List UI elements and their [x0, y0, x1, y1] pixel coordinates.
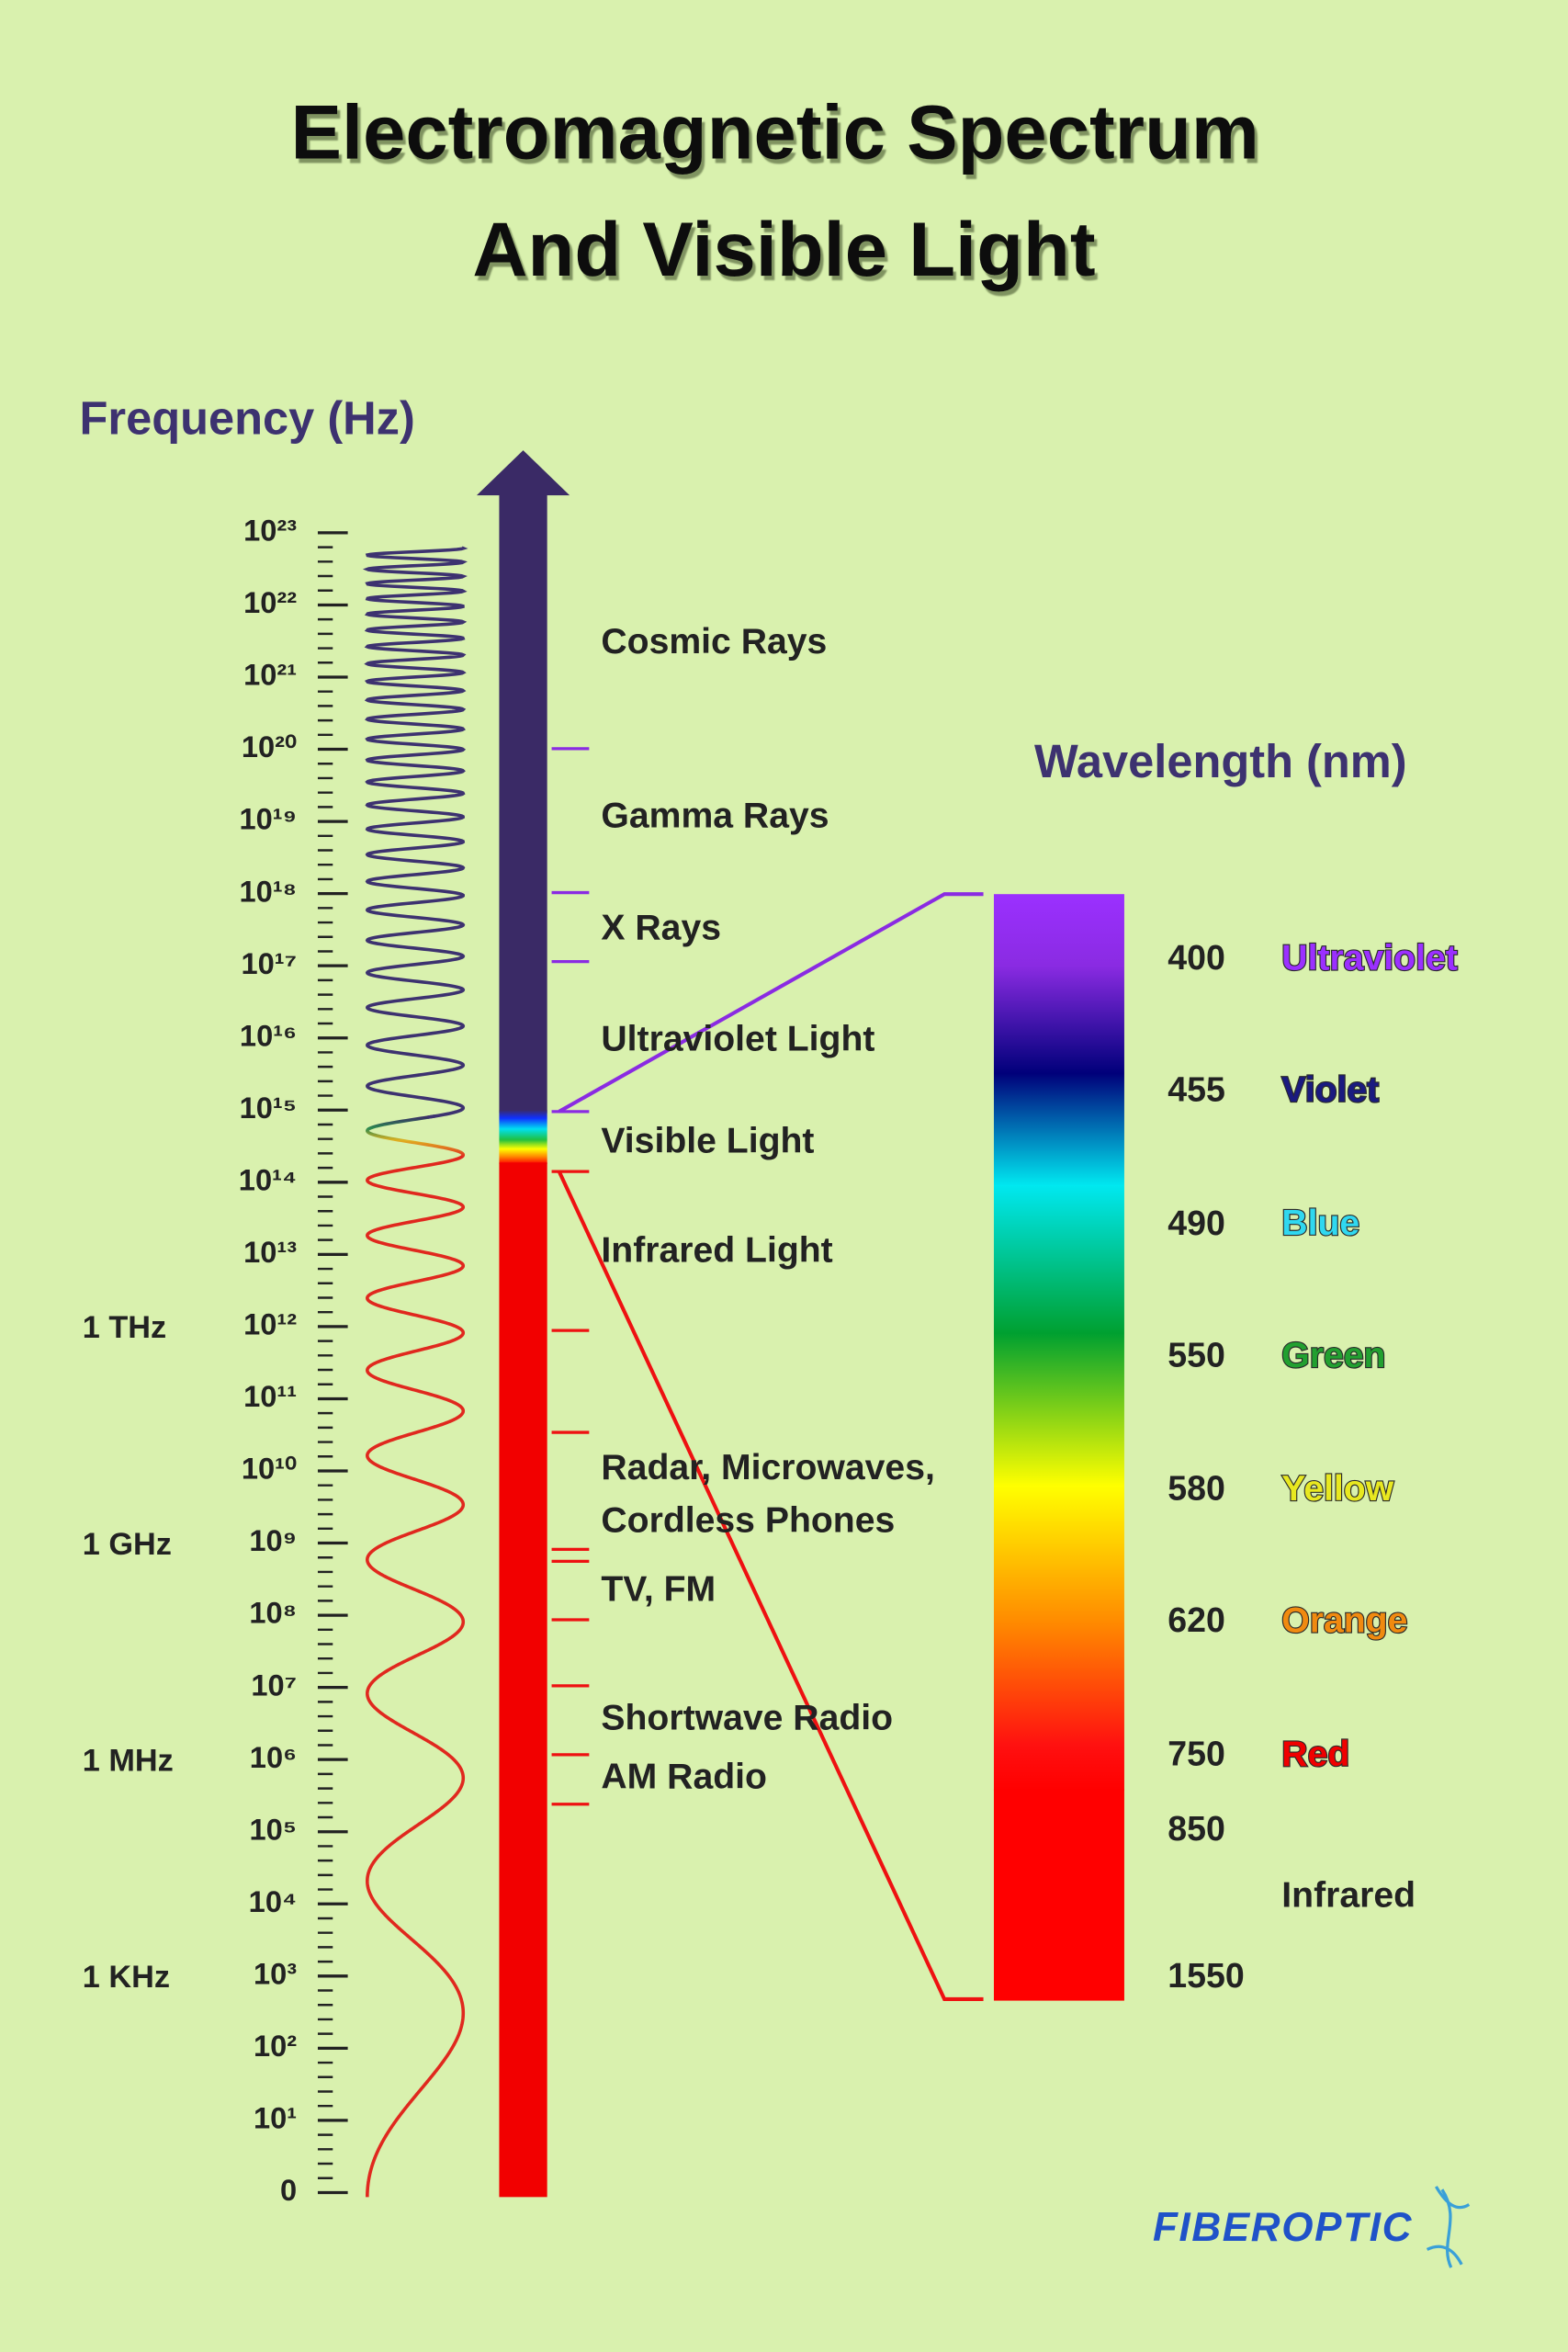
tick-label: 10⁹: [249, 1523, 297, 1557]
title-line: Electromagnetic Spectrum: [290, 90, 1258, 175]
tick-label: 10¹⁶: [240, 1018, 297, 1052]
unit-label: 1 GHz: [83, 1527, 172, 1562]
logo: FIBEROPTIC: [1153, 2205, 1413, 2250]
wave-high: [362, 546, 468, 1119]
visible-spectrum-bar: [993, 894, 1124, 1792]
arrow-head: [476, 450, 570, 496]
tick-label: 10⁴: [249, 1884, 297, 1918]
tick-label: 10²⁰: [242, 729, 297, 763]
band-label: AM Radio: [601, 1757, 767, 1796]
tick-label: 0: [280, 2173, 297, 2207]
band-label: Visible Light: [601, 1121, 814, 1160]
band-label: Cordless Phones: [601, 1500, 895, 1540]
tick-label: 10¹⁷: [241, 946, 297, 980]
band-label: Gamma Rays: [601, 796, 829, 835]
bar-low: [499, 1162, 547, 2198]
connector-red: [557, 1170, 984, 2001]
connector-violet: [558, 892, 984, 1114]
band-label: Radar, Microwaves,: [601, 1448, 934, 1487]
color-name: Green: [1281, 1336, 1385, 1375]
tick-label: 10⁵: [249, 1812, 297, 1846]
tick-label: 10²¹: [243, 658, 297, 692]
tick-label: 10⁶: [250, 1740, 297, 1774]
band-label: Cosmic Rays: [601, 622, 827, 662]
title-line: And Visible Light: [472, 207, 1095, 292]
tick-label: 10²: [254, 2029, 297, 2063]
unit-label: 1 KHz: [83, 1960, 170, 1995]
tick-label: 10¹²: [243, 1307, 297, 1341]
wavelength-label: 1550: [1168, 1956, 1244, 1995]
color-name: Red: [1281, 1735, 1349, 1774]
color-name: Infrared: [1281, 1875, 1416, 1915]
wavelength-label: 455: [1168, 1070, 1225, 1109]
unit-label: 1 MHz: [83, 1743, 174, 1778]
frequency-title: Frequency (Hz): [79, 391, 414, 444]
color-name: Violet: [1281, 1070, 1379, 1110]
tick-label: 10⁸: [249, 1596, 297, 1630]
tick-label: 10³: [254, 1956, 297, 1990]
band-label: X Rays: [601, 909, 721, 948]
tick-label: 10¹⁹: [239, 802, 297, 836]
unit-label: 1 THz: [83, 1310, 166, 1345]
band-label: TV, FM: [601, 1569, 716, 1609]
wavelength-label: 850: [1168, 1809, 1225, 1848]
color-name: Orange: [1281, 1601, 1407, 1641]
wave-visible: [366, 1114, 466, 1158]
tick-label: 10¹³: [243, 1235, 297, 1269]
wave-low: [366, 1154, 466, 2198]
tick-label: 10⁷: [251, 1668, 297, 1702]
color-name: Blue: [1281, 1204, 1359, 1243]
band-label: Shortwave Radio: [601, 1699, 893, 1738]
tick-label: 10²³: [243, 514, 297, 548]
bar-high: [499, 493, 547, 1114]
tick-label: 10¹⁴: [239, 1162, 297, 1196]
tick-label: 10¹⁰: [242, 1452, 297, 1486]
tick-label: 10¹¹: [243, 1379, 297, 1413]
wavelength-label: 580: [1168, 1469, 1225, 1508]
wavelength-label: 550: [1168, 1335, 1225, 1374]
tick-label: 10¹⁸: [240, 874, 298, 908]
logo-decoration: [1426, 2186, 1471, 2268]
tick-label: 10¹⁵: [240, 1091, 297, 1125]
wavelength-title: Wavelength (nm): [1034, 735, 1407, 787]
wavelength-label: 490: [1168, 1204, 1225, 1242]
tick-label: 10²²: [243, 585, 297, 619]
tick-label: 10¹: [254, 2101, 297, 2135]
wavelength-label: 400: [1168, 938, 1225, 977]
color-name: Yellow: [1281, 1469, 1393, 1509]
color-name: Ultraviolet: [1281, 938, 1457, 978]
band-label: Ultraviolet Light: [601, 1019, 874, 1058]
band-label: Infrared Light: [601, 1231, 832, 1271]
bar-visible: [499, 1110, 547, 1164]
wavelength-label: 620: [1168, 1600, 1225, 1639]
wavelength-label: 750: [1168, 1734, 1225, 1772]
infrared-bar: [993, 1789, 1124, 2001]
